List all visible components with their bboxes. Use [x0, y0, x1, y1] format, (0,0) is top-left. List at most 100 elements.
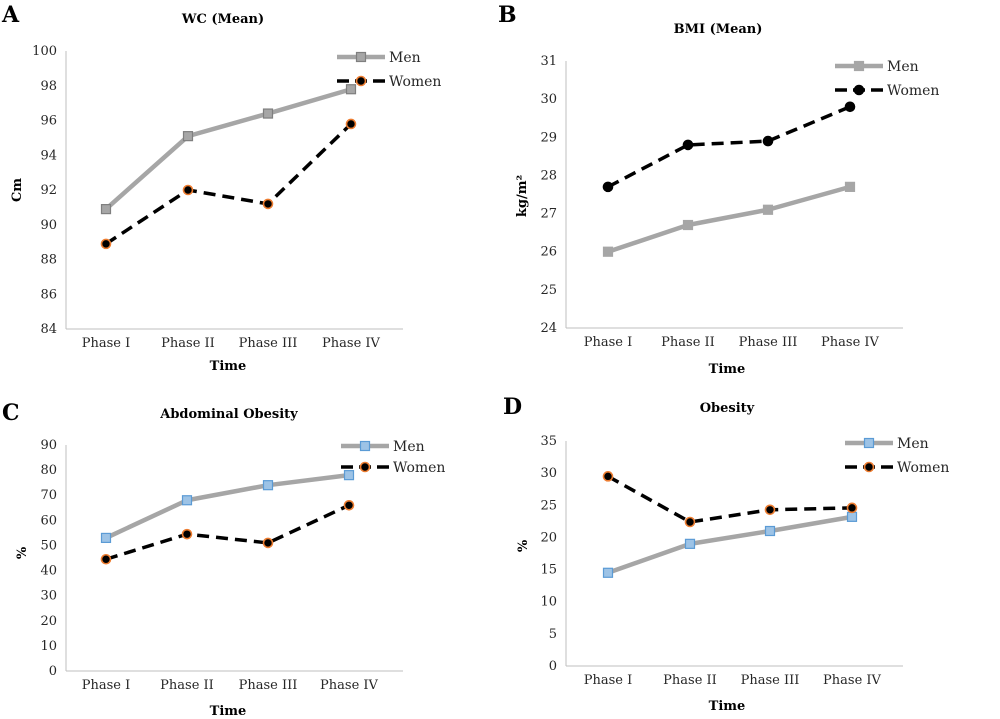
y-tick-label: 40: [40, 564, 57, 579]
x-axis-label: Time: [210, 704, 247, 719]
x-axis-label: Time: [210, 359, 247, 374]
data-point-men: [181, 495, 193, 506]
data-point-men: [684, 538, 696, 549]
x-tick-label: Phase II: [160, 678, 214, 693]
y-axis-label: Cm: [10, 178, 25, 202]
legend-label-women: Women: [389, 74, 441, 90]
y-tick-label: 90: [40, 438, 57, 453]
y-tick-label: 96: [40, 114, 57, 129]
legend-marker-men: [863, 437, 875, 449]
panel-d: D Obesity % Time 0 5 10 15 20 25 30 35 Phase I Ph…: [503, 394, 949, 714]
x-tick-label: Phase II: [663, 673, 717, 688]
legend: Men Women: [845, 436, 949, 476]
legend-label-men: Men: [887, 59, 919, 75]
panel-a: A WC (Mean) Cm Time 84 86 88 90 92 94 96 98 100 P…: [1, 2, 441, 374]
y-tick-label: 0: [549, 659, 557, 674]
legend: Men Women: [337, 50, 441, 90]
x-tick-label: Phase III: [739, 335, 798, 350]
panel-letter: C: [2, 400, 20, 426]
y-tick-label: 60: [40, 513, 57, 528]
axes: 84 86 88 90 92 94 96 98 100 Phase I Phase II Phase …: [32, 44, 403, 351]
data-point-men: [100, 532, 112, 544]
y-tick-label: 50: [40, 538, 57, 553]
data-point-women: [262, 198, 274, 210]
legend: Men Women: [341, 439, 445, 476]
data-point-men: [343, 470, 355, 481]
y-tick-label: 27: [540, 207, 557, 222]
y-tick-label: 35: [540, 434, 557, 449]
data-point-women: [762, 135, 774, 147]
y-tick-label: 28: [540, 168, 557, 183]
data-point-men: [262, 108, 274, 119]
legend-marker-men: [359, 440, 371, 452]
axes: 24 25 26 27 28 29 30 31 Phase I Phase II Phase III…: [540, 54, 903, 350]
data-point-women: [684, 516, 696, 528]
x-tick-label: Phase IV: [821, 335, 880, 350]
legend-marker-men: [853, 60, 865, 72]
series-line-women: [105, 503, 350, 561]
data-point-women: [100, 553, 112, 565]
panel-b: B BMI (Mean) kg/m² Time 24 25 26 27 28 29 30 31…: [498, 2, 939, 377]
x-tick-label: Phase II: [661, 335, 715, 350]
legend: Men Women: [835, 59, 939, 99]
legend-marker-women: [863, 461, 875, 473]
data-point-men: [764, 525, 776, 537]
legend-marker-men: [355, 51, 367, 63]
data-point-men: [682, 219, 694, 231]
legend-label-men: Men: [389, 50, 421, 66]
data-point-women: [602, 181, 614, 193]
data-point-men: [182, 131, 194, 142]
y-tick-label: 80: [40, 463, 57, 478]
x-tick-label: Phase III: [239, 336, 298, 351]
data-point-women: [262, 537, 274, 549]
panel-letter: D: [503, 394, 522, 420]
panel-c: C Abdominal Obesity % Time 0 10 20 30 40 50 60…: [2, 400, 445, 719]
x-tick-label: Phase I: [584, 335, 633, 350]
y-tick-label: 25: [540, 498, 557, 513]
panel-letter: A: [1, 2, 20, 28]
y-tick-label: 25: [540, 283, 557, 298]
data-point-women: [345, 118, 357, 130]
x-axis-label: Time: [709, 362, 746, 377]
series-line-men: [607, 184, 851, 254]
y-tick-label: 100: [32, 44, 57, 59]
series-line-women: [607, 474, 853, 524]
y-tick-label: 10: [40, 639, 57, 654]
data-point-men: [602, 246, 614, 257]
legend-label-women: Women: [393, 460, 445, 476]
axes: 0 10 20 30 40 50 60 70 80 90 Phase I Phase II Phase …: [40, 438, 403, 693]
legend-label-women: Women: [887, 83, 939, 99]
x-tick-label: Phase III: [741, 673, 800, 688]
series-line-men: [104, 87, 352, 211]
y-tick-label: 31: [540, 54, 557, 69]
plot-area: [100, 470, 355, 565]
y-tick-label: 88: [40, 253, 57, 268]
y-tick-label: 5: [549, 627, 557, 642]
y-tick-label: 84: [40, 322, 57, 337]
y-tick-label: 30: [540, 92, 557, 107]
x-tick-label: Phase IV: [322, 336, 381, 351]
series-line-women: [105, 122, 353, 246]
y-tick-label: 70: [40, 488, 57, 503]
y-tick-label: 98: [40, 79, 57, 94]
axes: 0 5 10 15 20 25 30 35 Phase I Phase II Phase III Ph…: [540, 434, 903, 688]
legend-marker-women: [359, 461, 371, 473]
x-tick-label: Phase II: [161, 336, 215, 351]
series-line-men: [607, 514, 853, 575]
y-tick-label: 92: [40, 183, 57, 198]
legend-marker-women: [853, 84, 865, 96]
plot-area: [100, 84, 357, 250]
data-point-women: [844, 101, 856, 113]
data-point-women: [682, 139, 694, 151]
legend-label-men: Men: [393, 439, 425, 455]
data-point-women: [343, 499, 355, 511]
data-point-men: [846, 511, 858, 522]
x-tick-label: Phase I: [584, 673, 633, 688]
legend-label-women: Women: [897, 460, 949, 476]
y-tick-label: 90: [40, 218, 57, 233]
y-axis-label: %: [516, 539, 531, 552]
data-point-women: [846, 502, 858, 514]
y-axis-label: %: [15, 546, 30, 559]
y-tick-label: 0: [49, 664, 57, 679]
